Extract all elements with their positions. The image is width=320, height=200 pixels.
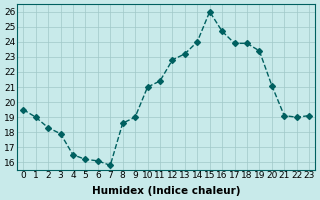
X-axis label: Humidex (Indice chaleur): Humidex (Indice chaleur) — [92, 186, 240, 196]
